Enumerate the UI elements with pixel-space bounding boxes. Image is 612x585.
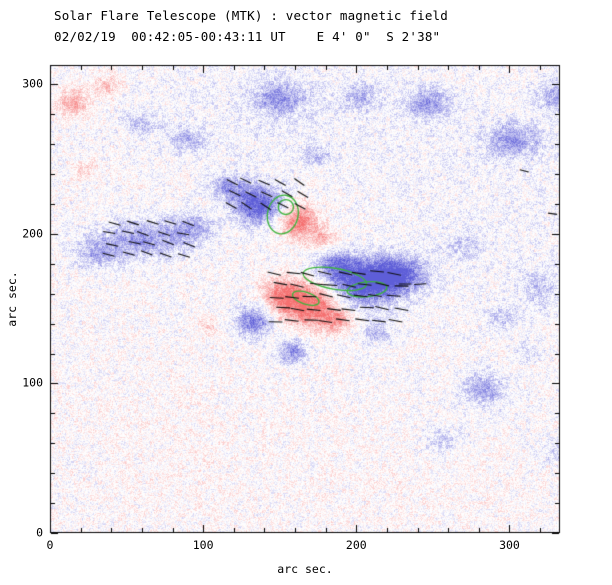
y-axis-tick-label: 300: [22, 76, 43, 91]
y-axis-tick-label: 100: [22, 375, 43, 390]
x-axis-tick-label: 200: [345, 538, 367, 552]
x-axis-tick-label: 0: [46, 538, 54, 552]
y-axis-label: arc sec.: [5, 271, 19, 327]
y-axis-tick-label: 200: [22, 226, 43, 241]
x-axis-tick-label: 300: [499, 538, 520, 552]
x-axis-label: arc sec.: [277, 562, 333, 576]
x-axis-tick-label: 100: [192, 538, 214, 552]
y-axis-tick-label: 0: [36, 525, 43, 540]
